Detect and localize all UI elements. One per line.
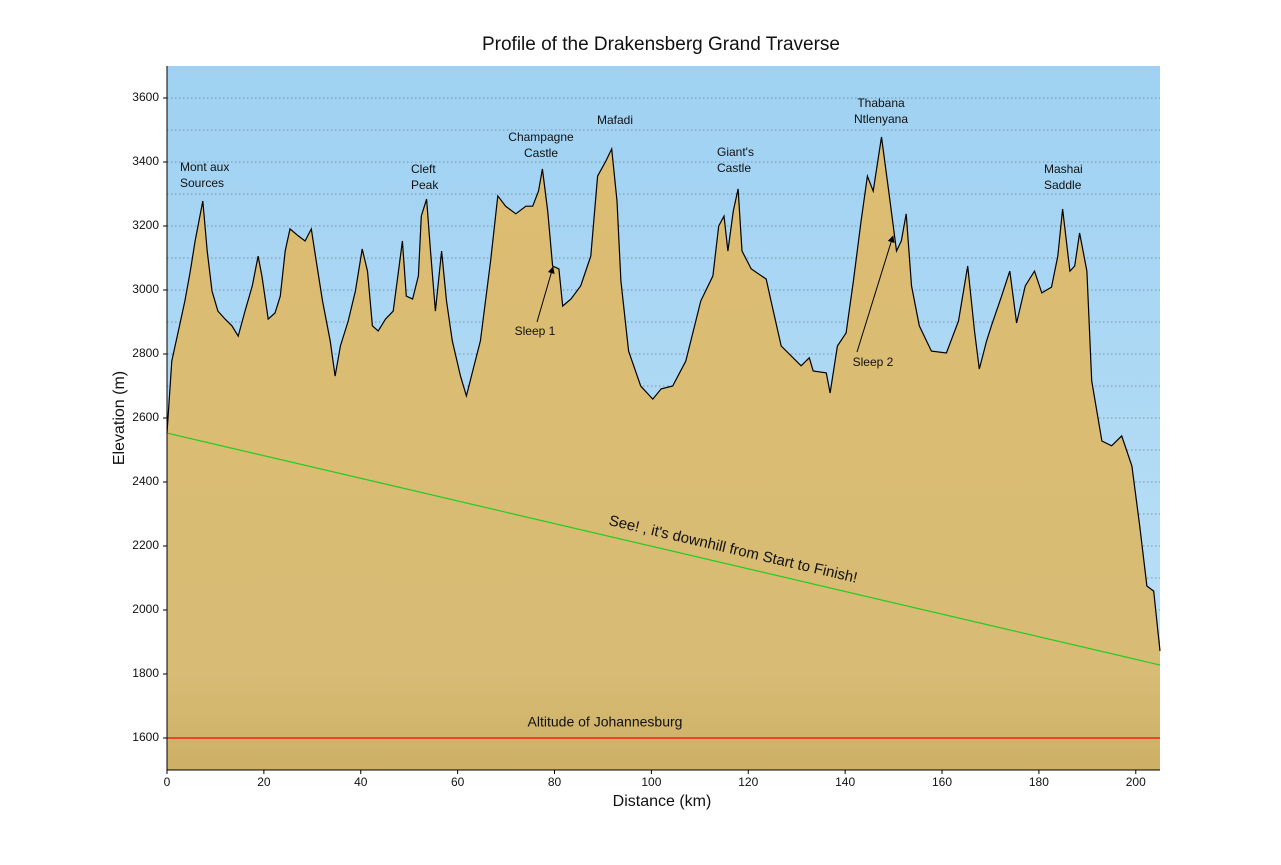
peak-label: Sources: [180, 176, 224, 190]
peak-label: Sleep 2: [853, 355, 894, 369]
peak-label: Mafadi: [597, 113, 633, 127]
peak-label: Ntlenyana: [854, 112, 908, 126]
x-tick-label: 180: [1029, 775, 1049, 789]
peak-label: Peak: [411, 178, 439, 192]
x-tick-label: 120: [738, 775, 758, 789]
reference-line-label: Altitude of Johannesburg: [528, 714, 683, 730]
y-axis-label: Elevation (m): [111, 371, 128, 465]
peak-label: Saddle: [1044, 178, 1082, 192]
x-tick-label: 200: [1126, 775, 1146, 789]
elevation-area: [167, 137, 1160, 770]
x-tick-label: 0: [164, 775, 171, 789]
peak-label: Castle: [524, 146, 558, 160]
peak-label: Mashai: [1044, 162, 1083, 176]
y-tick-label: 2000: [132, 602, 159, 616]
peak-label: Thabana: [857, 96, 905, 110]
peak-label: Giant's: [717, 145, 754, 159]
y-tick-label: 2400: [132, 474, 159, 488]
y-tick-label: 3600: [132, 90, 159, 104]
peak-label: Mont aux: [180, 160, 229, 174]
y-tick-label: 3400: [132, 154, 159, 168]
plot-area: See! , it's downhill from Start to Finis…: [132, 66, 1161, 789]
reference-line: [166, 432, 1161, 666]
x-tick-label: 140: [835, 775, 855, 789]
y-tick-label: 1600: [132, 730, 159, 744]
elevation-line: [166, 136, 1161, 652]
x-tick-label: 100: [641, 775, 661, 789]
y-tick-label: 1800: [132, 666, 159, 680]
x-tick-label: 20: [257, 775, 271, 789]
y-tick-label: 3000: [132, 282, 159, 296]
peak-label: Castle: [717, 161, 751, 175]
annotation-arrow: [856, 235, 895, 353]
x-axis-label: Distance (km): [613, 793, 712, 810]
y-tick-label: 2800: [132, 346, 159, 360]
x-tick-label: 40: [354, 775, 368, 789]
chart-title: Profile of the Drakensberg Grand Travers…: [482, 34, 840, 55]
x-tick-label: 160: [932, 775, 952, 789]
y-tick-label: 2200: [132, 538, 159, 552]
y-tick-label: 2600: [132, 410, 159, 424]
peak-label: Sleep 1: [515, 324, 556, 338]
y-tick-label: 3200: [132, 218, 159, 232]
annotation-arrow: [536, 266, 555, 323]
peak-label: Cleft: [411, 162, 436, 176]
x-tick-label: 80: [548, 775, 562, 789]
x-tick-label: 60: [451, 775, 465, 789]
peak-label: Champagne: [508, 130, 574, 144]
